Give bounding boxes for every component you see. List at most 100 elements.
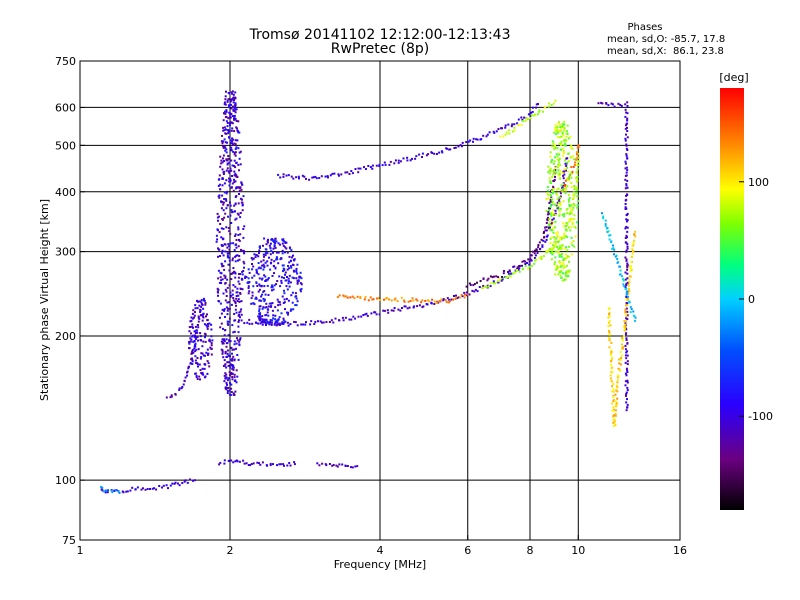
data-point [105, 489, 108, 492]
data-point [217, 294, 219, 297]
data-point [226, 125, 229, 128]
data-point [101, 486, 104, 489]
data-point [225, 192, 228, 195]
data-point [463, 291, 466, 294]
data-point [199, 339, 202, 341]
data-point [222, 129, 225, 132]
data-point [574, 161, 577, 164]
data-point [554, 167, 557, 170]
data-point [554, 144, 556, 147]
data-point [634, 230, 637, 233]
data-point [258, 252, 260, 255]
data-point [140, 488, 143, 491]
data-point [146, 488, 149, 490]
data-point [263, 298, 266, 301]
data-point [285, 297, 288, 300]
data-point [279, 243, 281, 246]
data-point [280, 281, 283, 284]
data-point [193, 479, 196, 482]
data-point [263, 266, 266, 269]
data-point [561, 131, 564, 134]
data-point [461, 141, 464, 144]
data-point [285, 285, 288, 288]
data-point [538, 241, 541, 244]
data-point [287, 277, 290, 280]
data-point [493, 131, 496, 134]
data-point [170, 395, 173, 398]
data-point [525, 117, 528, 120]
data-point [610, 371, 613, 374]
data-point [238, 300, 241, 303]
data-point [476, 281, 478, 284]
data-point [205, 315, 207, 318]
data-point [554, 238, 557, 241]
data-point [565, 132, 568, 135]
data-point [239, 233, 242, 236]
data-point [566, 256, 569, 259]
data-point [608, 321, 610, 324]
data-point [224, 351, 227, 354]
data-point [221, 249, 224, 252]
data-point [627, 298, 629, 301]
data-point [526, 262, 528, 264]
data-point [608, 339, 611, 342]
data-point [225, 110, 228, 113]
data-point [291, 301, 294, 304]
data-point [551, 249, 554, 252]
data-point [383, 309, 386, 312]
data-point [566, 166, 569, 169]
data-point [626, 136, 629, 139]
data-point [558, 157, 561, 160]
data-point [272, 463, 274, 466]
data-point [232, 242, 235, 245]
data-point [624, 227, 627, 230]
data-point [188, 330, 191, 333]
data-point [200, 356, 203, 359]
data-point [541, 244, 544, 247]
data-point [397, 159, 400, 162]
data-point [200, 372, 203, 374]
data-point [292, 264, 295, 267]
data-point [204, 302, 207, 304]
data-point [624, 137, 627, 140]
data-point [223, 103, 226, 106]
data-point [538, 109, 541, 112]
data-point [566, 270, 569, 273]
data-point [364, 296, 367, 299]
data-point [190, 352, 193, 355]
data-point [282, 322, 285, 325]
data-point [268, 302, 271, 305]
data-point [256, 271, 258, 274]
data-point [260, 299, 263, 302]
data-point [616, 390, 619, 393]
data-point [243, 462, 246, 465]
data-point [473, 283, 476, 285]
data-point [219, 223, 222, 225]
data-point [552, 247, 555, 250]
data-point [238, 151, 241, 154]
data-point [393, 298, 396, 301]
data-point [627, 295, 629, 298]
data-point [548, 209, 551, 212]
data-point [229, 366, 232, 369]
data-point [257, 290, 260, 293]
data-point [559, 204, 562, 207]
data-point [551, 145, 554, 148]
data-point [223, 459, 226, 462]
data-point [201, 345, 204, 348]
data-point [474, 288, 477, 291]
data-point [605, 227, 608, 230]
data-point [624, 208, 627, 210]
data-point [194, 342, 197, 345]
data-point [607, 230, 610, 233]
data-point [375, 313, 378, 316]
data-point [208, 339, 211, 342]
data-point [224, 149, 227, 152]
data-point [235, 161, 238, 164]
data-point [234, 308, 237, 311]
data-point [227, 245, 230, 248]
data-point [228, 111, 231, 114]
data-point [625, 351, 628, 354]
data-point [562, 134, 565, 137]
data-point [292, 177, 295, 180]
